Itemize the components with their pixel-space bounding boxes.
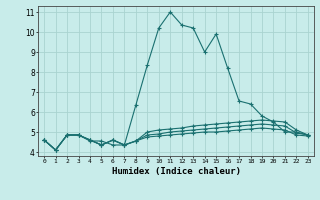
X-axis label: Humidex (Indice chaleur): Humidex (Indice chaleur) — [111, 167, 241, 176]
